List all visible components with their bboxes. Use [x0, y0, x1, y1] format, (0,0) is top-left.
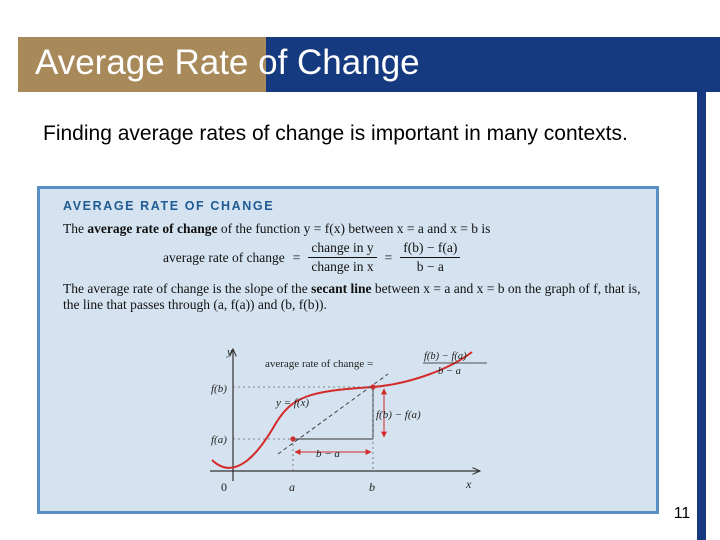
formula-frac2-denominator: b − a: [416, 259, 444, 274]
formula-frac1-numerator: change in y: [308, 240, 377, 258]
right-rule: [697, 92, 706, 540]
curve-label: y = f(x): [275, 397, 309, 409]
secant-term: secant line: [311, 281, 372, 296]
formula-fraction-change: change in y change in x: [308, 240, 377, 275]
function-curve: [211, 351, 473, 469]
point-a: [290, 436, 296, 442]
secant-paragraph: The average rate of change is the slope …: [63, 281, 646, 313]
page-number: 11: [673, 505, 691, 522]
definition-line: The average rate of change of the functi…: [63, 221, 646, 237]
secant-paragraph-post: between x = a and x = b on the graph of …: [63, 281, 641, 312]
definition-box: AVERAGE RATE OF CHANGE The average rate …: [37, 186, 659, 514]
secant-paragraph-pre: The average rate of change is the slope …: [63, 281, 312, 296]
origin-label: 0: [221, 480, 227, 494]
annotation-denominator: b − a: [438, 366, 461, 377]
run-label: b − a: [316, 448, 340, 460]
formula-fraction-values: f(b) − f(a) b − a: [400, 240, 461, 275]
x-axis-label: x: [465, 477, 472, 491]
annotation-numerator: f(b) − f(a): [424, 351, 467, 362]
slide-title: Average Rate of Change: [35, 43, 420, 82]
rate-formula: average rate of change = change in y cha…: [163, 240, 646, 275]
formula-frac1-denominator: change in x: [311, 259, 374, 274]
box-heading: AVERAGE RATE OF CHANGE: [63, 199, 275, 213]
annotation-text: average rate of change =: [265, 358, 373, 370]
tick-label-b: b: [369, 480, 375, 494]
tick-label-a: a: [289, 480, 295, 494]
secant-graph: y x 0 a b f(b) f(a) y = f(x) f(b) − f(a)…: [210, 346, 487, 494]
y-axis-label: y: [226, 346, 232, 358]
rise-label: f(b) − f(a): [376, 409, 421, 421]
intro-text: Finding average rates of change is impor…: [43, 122, 628, 145]
definition-line-post: of the function y = f(x) between x = a a…: [217, 221, 491, 236]
formula-equals-1: =: [292, 249, 301, 265]
title-bar: Average Rate of Change: [18, 37, 720, 92]
definition-line-pre: The: [63, 221, 88, 236]
fa-label: f(a): [211, 434, 227, 446]
definition-term: average rate of change: [87, 221, 218, 236]
point-b: [370, 384, 376, 390]
formula-label: average rate of change: [163, 249, 285, 265]
fb-label: f(b): [211, 383, 227, 395]
formula-frac2-numerator: f(b) − f(a): [400, 240, 461, 258]
title-accent: [18, 37, 266, 92]
formula-equals-2: =: [384, 249, 393, 265]
